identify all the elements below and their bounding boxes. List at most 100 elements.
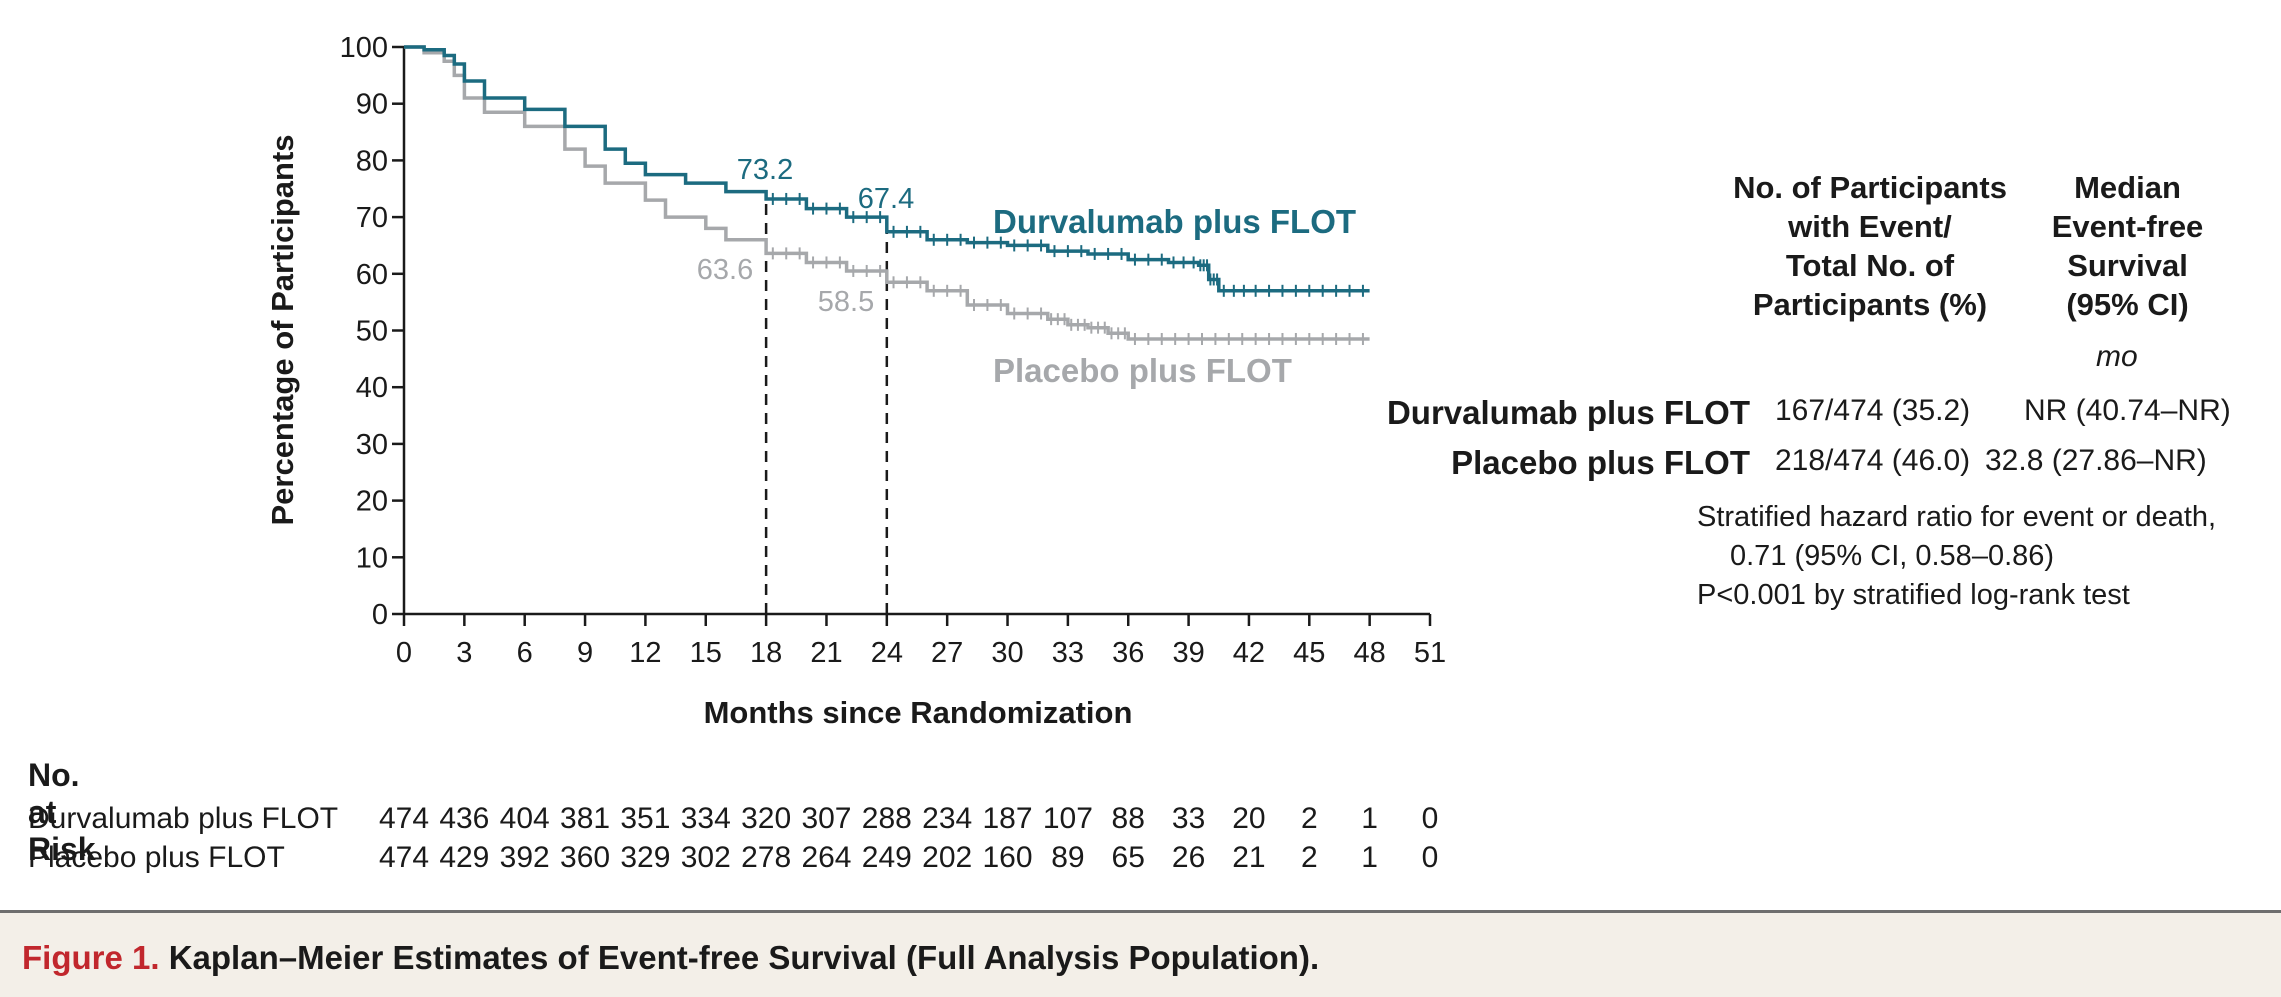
- risk-count: 249: [861, 841, 912, 874]
- x-tick-label: 39: [1172, 637, 1204, 669]
- x-tick-label: 15: [690, 637, 722, 669]
- risk-count: 320: [741, 802, 792, 835]
- risk-count: 429: [439, 841, 490, 874]
- risk-row-label: Placebo plus FLOT: [28, 841, 285, 874]
- risk-count: 187: [982, 802, 1033, 835]
- risk-count: 307: [801, 802, 852, 835]
- annotation-durvalumab-18: 73.2: [737, 154, 793, 186]
- x-tick-label: 45: [1293, 637, 1325, 669]
- risk-count: 264: [801, 841, 852, 874]
- y-tick-label: 10: [356, 542, 388, 574]
- risk-count: 234: [922, 802, 973, 835]
- risk-count: 0: [1421, 841, 1439, 874]
- curve-durvalumab: [404, 45, 1370, 293]
- x-tick-label: 24: [871, 637, 903, 669]
- risk-count: 65: [1111, 841, 1145, 874]
- y-tick-label: 80: [356, 145, 388, 177]
- risk-count: 360: [560, 841, 611, 874]
- col-unit-median: mo: [2096, 340, 2138, 373]
- y-axis-title: Percentage of Participants: [265, 134, 300, 525]
- x-tick-label: 21: [810, 637, 842, 669]
- risk-count: 202: [922, 841, 973, 874]
- x-tick-label: 42: [1233, 637, 1265, 669]
- risk-count: 302: [680, 841, 731, 874]
- risk-count: 26: [1171, 841, 1206, 874]
- summary-group-name: Placebo plus FLOT: [1451, 444, 1750, 481]
- risk-count: 33: [1171, 802, 1206, 835]
- risk-count: 288: [861, 802, 912, 835]
- y-tick-label: 0: [372, 599, 388, 631]
- col-header-events: No. of Participants with Event/ Total No…: [1733, 170, 2007, 322]
- risk-count: 404: [499, 802, 550, 835]
- x-tick-label: 12: [629, 637, 661, 669]
- figure-label: Figure 1.: [22, 939, 160, 976]
- risk-count: 1: [1361, 841, 1378, 874]
- risk-count: 89: [1051, 841, 1085, 874]
- risk-count: 436: [439, 802, 490, 835]
- y-tick-label: 100: [340, 32, 388, 64]
- x-tick-label: 9: [577, 637, 593, 669]
- summary-median: 32.8 (27.86–NR): [1985, 444, 2207, 477]
- risk-count: 474: [378, 841, 430, 874]
- series-label-placebo: Placebo plus FLOT: [993, 352, 1292, 389]
- x-tick-label: 36: [1112, 637, 1144, 669]
- annotation-placebo-18: 63.6: [697, 254, 753, 286]
- x-tick-label: 0: [396, 637, 412, 669]
- risk-count: 160: [982, 841, 1033, 874]
- censor-marks-durvalumab: [771, 192, 1364, 297]
- summary-events: 218/474 (46.0): [1775, 444, 1971, 477]
- x-tick-label: 51: [1414, 637, 1446, 669]
- risk-count: 381: [560, 802, 611, 835]
- risk-count: 21: [1232, 841, 1266, 874]
- y-tick-label: 60: [356, 259, 388, 291]
- figure-caption-bar: Figure 1. Kaplan–Meier Estimates of Even…: [0, 910, 2281, 997]
- y-tick-label: 70: [356, 202, 388, 234]
- risk-count: 88: [1111, 802, 1145, 835]
- annotation-placebo-24: 58.5: [818, 286, 874, 318]
- risk-count: 0: [1421, 802, 1439, 835]
- risk-count: 2: [1300, 802, 1318, 835]
- risk-count: 20: [1232, 802, 1266, 835]
- summary-median: NR (40.74–NR): [2024, 394, 2231, 427]
- risk-count: 474: [378, 802, 430, 835]
- risk-count: 351: [620, 802, 671, 835]
- figure-caption-text: Kaplan–Meier Estimates of Event-free Sur…: [168, 939, 1320, 976]
- annotation-durvalumab-24: 67.4: [858, 183, 914, 215]
- x-tick-label: 27: [931, 637, 963, 669]
- risk-row-label: Durvalumab plus FLOT: [28, 802, 339, 835]
- figure-caption: Figure 1. Kaplan–Meier Estimates of Even…: [22, 939, 1319, 977]
- x-tick-label: 18: [750, 637, 782, 669]
- survival-curves: [404, 45, 1370, 346]
- risk-count: 1: [1361, 802, 1378, 835]
- hazard-ratio-value: 0.71 (95% CI, 0.58–0.86): [1730, 540, 2055, 572]
- x-tick-label: 6: [517, 637, 533, 669]
- y-tick-label: 30: [356, 429, 388, 461]
- x-tick-label: 33: [1052, 637, 1084, 669]
- reference-lines: [764, 198, 889, 614]
- risk-count: 392: [499, 841, 550, 874]
- risk-table-title: No. at Risk: [28, 757, 96, 867]
- risk-count: 329: [620, 841, 671, 874]
- risk-count: 107: [1042, 802, 1093, 835]
- hazard-ratio-note: Stratified hazard ratio for event or dea…: [1697, 501, 2217, 533]
- x-tick-label: 48: [1354, 637, 1386, 669]
- y-tick-label: 40: [356, 372, 388, 404]
- summary-group-name: Durvalumab plus FLOT: [1386, 394, 1750, 431]
- y-tick-label: 20: [356, 486, 388, 518]
- y-tick-label: 90: [356, 89, 388, 121]
- risk-count: 278: [741, 841, 792, 874]
- risk-count: 334: [680, 802, 731, 835]
- x-tick-label: 3: [456, 637, 472, 669]
- x-axis-title: Months since Randomization: [704, 695, 1133, 730]
- curve-placebo: [404, 45, 1370, 341]
- censor-marks-placebo: [771, 247, 1364, 346]
- summary-events: 167/474 (35.2): [1775, 394, 1971, 427]
- col-header-median: Median Event-free Survival (95% CI): [2051, 170, 2204, 322]
- x-tick-label: 30: [991, 637, 1023, 669]
- y-tick-label: 50: [356, 316, 388, 348]
- risk-count: 2: [1300, 841, 1318, 874]
- p-value-note: P<0.001 by stratified log-rank test: [1697, 579, 2130, 611]
- series-label-durvalumab: Durvalumab plus FLOT: [993, 203, 1356, 240]
